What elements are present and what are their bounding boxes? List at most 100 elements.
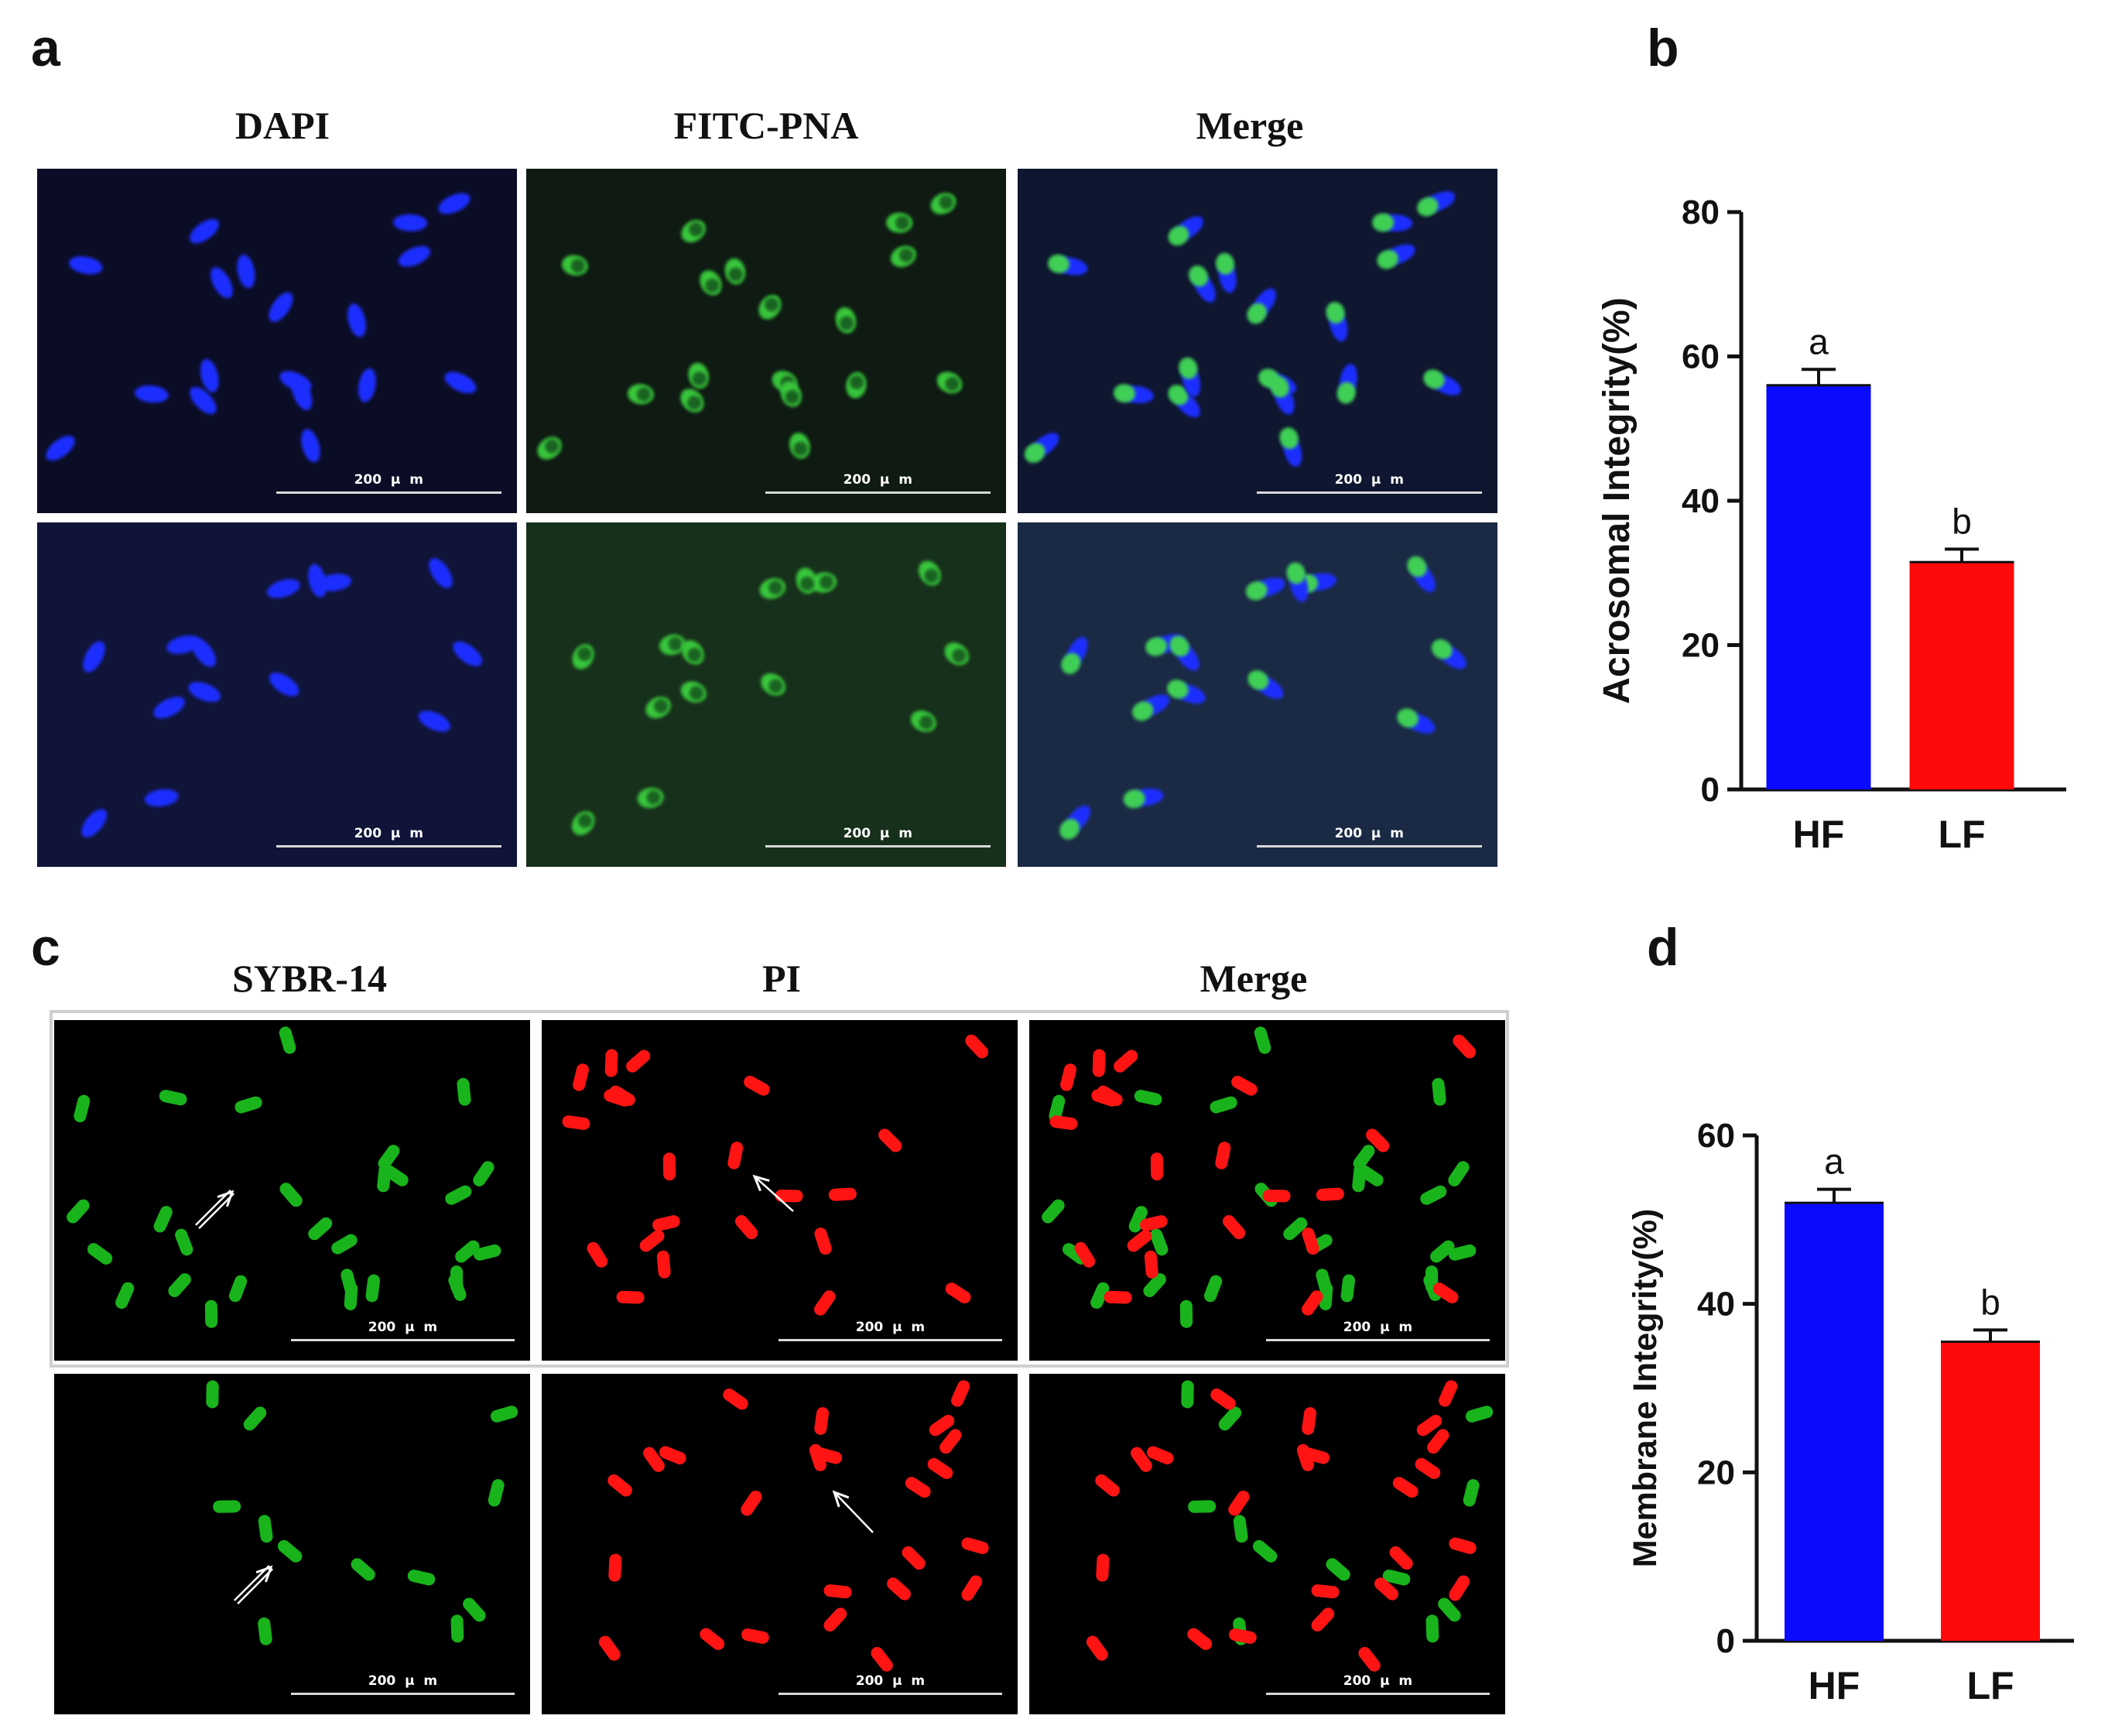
cell-mark xyxy=(1222,1215,1246,1240)
cell-mark xyxy=(83,641,105,673)
cell-mark xyxy=(562,1115,590,1130)
cell-mark xyxy=(115,1282,135,1309)
cell-mark xyxy=(587,1241,608,1268)
cell-mark xyxy=(444,372,477,394)
cell-mark xyxy=(965,1034,989,1059)
cell-mark xyxy=(1187,1628,1213,1650)
cell-mark xyxy=(1042,1199,1065,1224)
cell-mark xyxy=(1128,1206,1148,1233)
cell-mark xyxy=(473,1161,495,1186)
cell-mark xyxy=(358,368,376,402)
title-fitc-pna: FITC-PNA xyxy=(673,104,859,147)
cell-mark xyxy=(944,642,969,666)
cell-mark xyxy=(656,1250,671,1279)
cell-mark xyxy=(69,256,103,275)
scale-bar-label: 200 μ m xyxy=(368,1320,438,1335)
cell-mark xyxy=(727,1142,744,1169)
cell-mark xyxy=(846,372,867,399)
cell-mark xyxy=(789,433,810,459)
cell-mark xyxy=(1336,364,1357,404)
cell-mark xyxy=(1374,1577,1398,1601)
micrograph-c-r2-c1: 200 μ m xyxy=(54,1374,530,1714)
cell-mark xyxy=(645,697,671,719)
cell-mark xyxy=(759,578,786,599)
cell-mark xyxy=(681,220,706,243)
cell-mark xyxy=(681,640,704,665)
cell-mark xyxy=(1179,357,1201,397)
cell-mark xyxy=(1074,1241,1096,1268)
cell-mark xyxy=(810,572,837,593)
cell-mark xyxy=(190,218,219,244)
cell-mark xyxy=(902,1546,926,1570)
cell-mark xyxy=(168,1273,191,1297)
cell-mark xyxy=(1358,1646,1381,1672)
cell-mark xyxy=(1439,1380,1458,1407)
cell-mark xyxy=(473,1244,501,1261)
scale-bar xyxy=(1256,491,1482,494)
micrograph-a-r1-c3: 200 μ m xyxy=(1018,169,1497,513)
cell-mark xyxy=(1060,1063,1076,1091)
cell-mark xyxy=(929,1414,955,1436)
y-tick-label: 40 xyxy=(1682,482,1720,520)
cell-mark xyxy=(814,1228,832,1255)
cell-mark xyxy=(823,1608,847,1632)
cell-mark xyxy=(626,1049,651,1073)
cell-mark xyxy=(1449,1575,1470,1601)
cell-mark xyxy=(228,1275,248,1303)
micrograph-a-r1-c2: 200 μ m xyxy=(526,169,1006,513)
cell-mark xyxy=(814,1447,843,1464)
cell-mark xyxy=(341,1269,358,1296)
x-tick-label: LF xyxy=(1966,1664,2014,1707)
cell-mark xyxy=(945,1282,971,1304)
cell-mark xyxy=(627,384,654,405)
cell-mark xyxy=(939,1429,962,1454)
cell-mark xyxy=(930,193,957,214)
cell-mark xyxy=(237,254,255,289)
cell-mark xyxy=(1245,577,1285,601)
scale-bar-label: 200 μ m xyxy=(855,1320,926,1335)
cell-mark xyxy=(74,1094,91,1123)
scale-bar xyxy=(275,845,501,847)
chart-membrane-integrity: 0 20 40 60 Membrane Integrity(%) a HF b LF xyxy=(1625,1107,2089,1718)
cell-mark xyxy=(450,1265,464,1294)
bar-hf xyxy=(1785,1203,1884,1641)
cell-mark xyxy=(1463,1479,1480,1507)
cell-mark xyxy=(1168,385,1200,418)
cell-mark xyxy=(1092,1049,1106,1077)
cell-mark xyxy=(1254,1026,1271,1054)
scale-bar xyxy=(290,1339,515,1341)
cell-mark xyxy=(1086,1635,1108,1661)
cell-mark xyxy=(1430,1240,1455,1263)
cell-mark xyxy=(724,258,746,285)
cell-mark xyxy=(277,1539,303,1563)
cell-mark xyxy=(347,303,366,337)
cell-mark xyxy=(1188,1500,1217,1513)
cell-mark xyxy=(734,1215,758,1240)
cell-mark xyxy=(279,1183,303,1207)
cell-mark xyxy=(445,1185,472,1205)
cell-mark xyxy=(680,389,704,413)
cell-mark xyxy=(365,1274,380,1303)
scale-bar-label: 200 μ m xyxy=(1334,826,1404,841)
bar-hf xyxy=(1766,385,1871,789)
cell-mark xyxy=(301,429,320,463)
cell-mark xyxy=(573,1063,589,1091)
cell-mark xyxy=(166,635,200,654)
cell-mark xyxy=(890,245,916,268)
cell-mark xyxy=(1311,1608,1335,1632)
cell-mark xyxy=(598,1635,621,1661)
cell-mark xyxy=(1453,1034,1477,1059)
cell-mark xyxy=(1090,1282,1110,1309)
cell-mark xyxy=(418,710,450,732)
cell-mark xyxy=(1366,1128,1390,1152)
cell-mark xyxy=(351,1558,375,1581)
cell-mark xyxy=(1382,1570,1411,1586)
cell-mark xyxy=(1425,1614,1439,1643)
cell-mark xyxy=(871,1646,893,1672)
cell-mark xyxy=(1061,637,1088,674)
scale-bar xyxy=(1265,1693,1490,1695)
cell-mark xyxy=(87,1243,113,1265)
cell-mark xyxy=(652,1215,680,1231)
scale-bar xyxy=(290,1693,515,1695)
cell-mark xyxy=(204,1299,218,1328)
